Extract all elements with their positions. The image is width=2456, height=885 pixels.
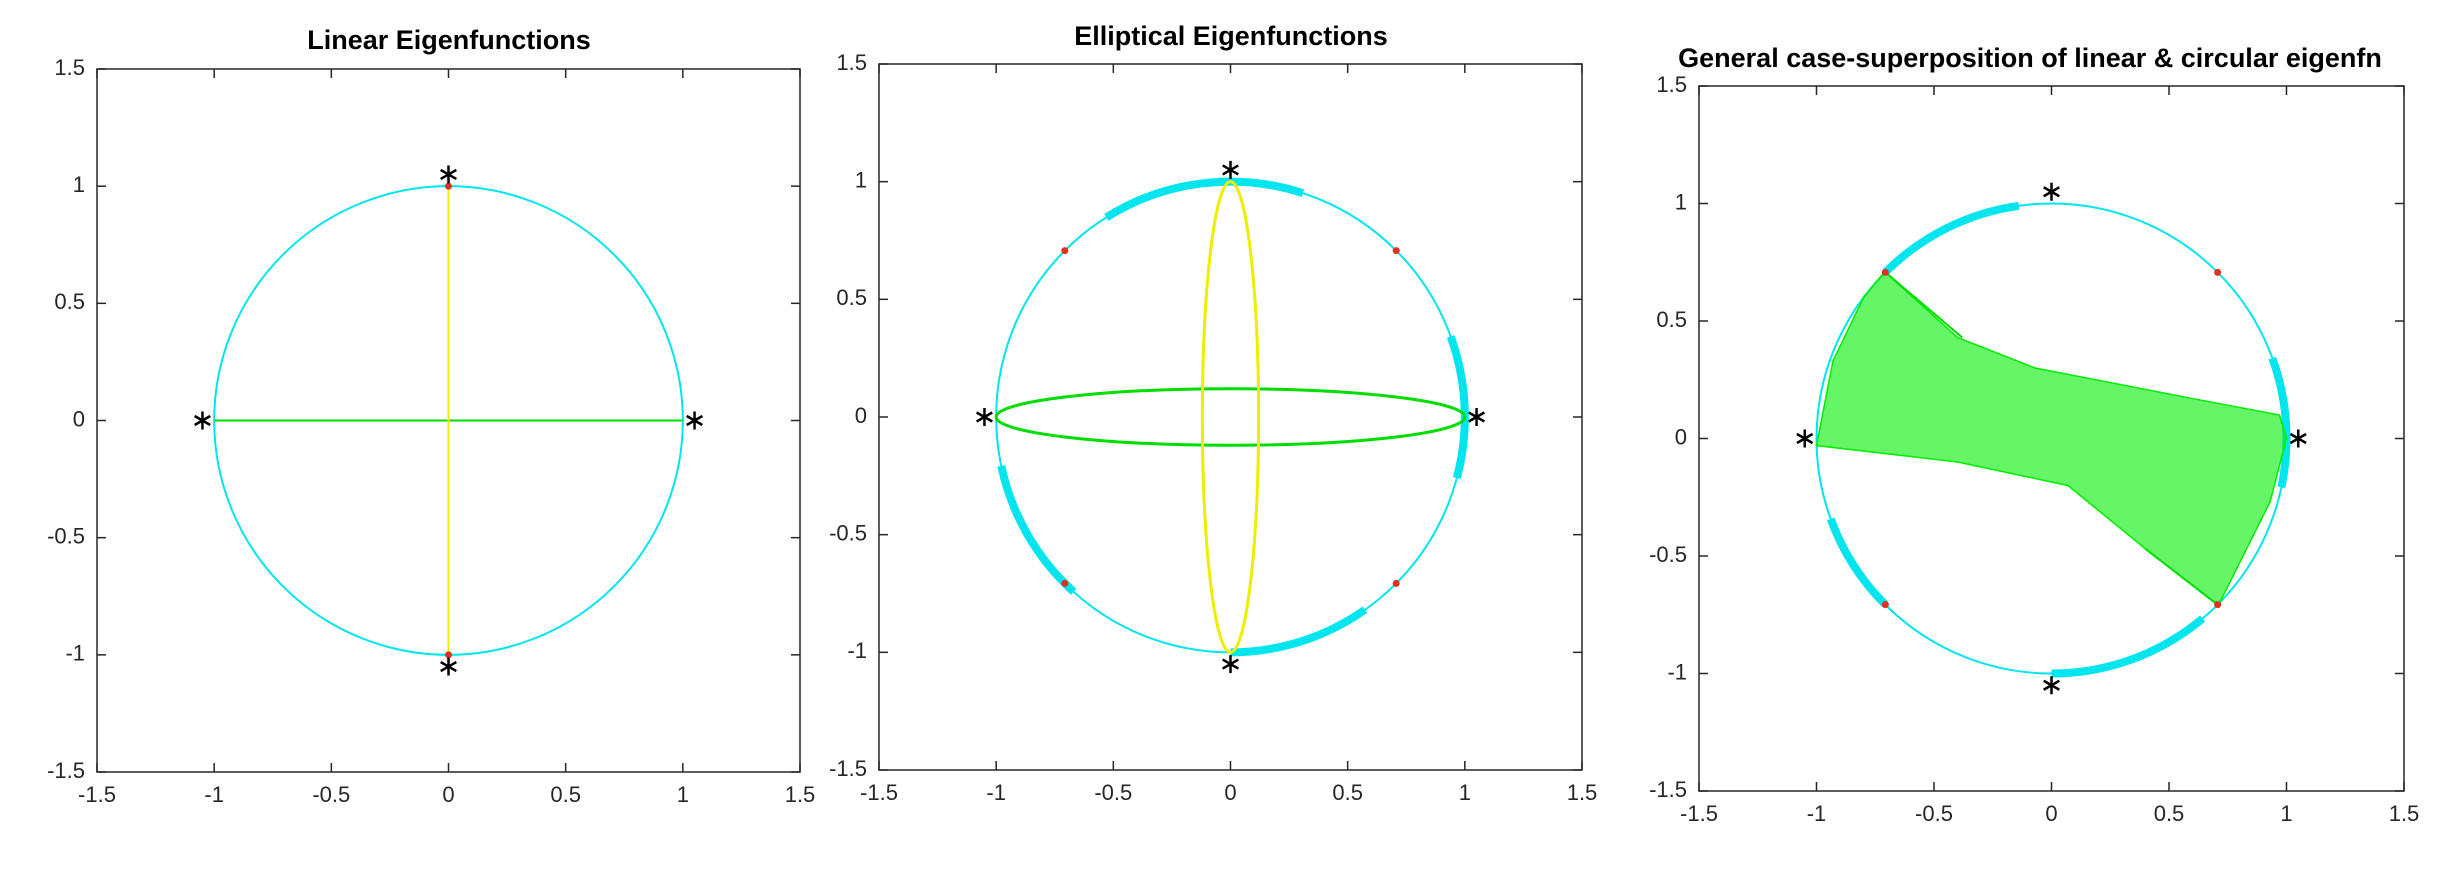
asterisk-stroke (686, 414, 704, 427)
red-dot (2214, 601, 2222, 609)
x-tick-label: -1 (204, 782, 224, 807)
asterisk-stroke (975, 411, 993, 423)
eigen-line (2144, 548, 2219, 607)
eigen-ellipse (1200, 180, 1261, 654)
red-dot (445, 182, 452, 190)
thick-arc (2268, 356, 2291, 489)
x-tick-label: -0.5 (1094, 780, 1132, 805)
chart-title: Elliptical Eigenfunctions (1074, 21, 1388, 51)
asterisk-marker (440, 657, 457, 676)
x-tick-label: -1.5 (860, 780, 898, 805)
asterisk-marker (2043, 182, 2060, 201)
asterisk-marker (2289, 429, 2307, 448)
x-tick-label: -1.5 (1680, 801, 1718, 826)
x-tick-label: -0.5 (1915, 801, 1953, 826)
chart-title: General case-superposition of linear & c… (1678, 43, 2382, 73)
y-tick-label: -0.5 (1649, 542, 1687, 567)
asterisk-stroke (1796, 432, 1814, 445)
asterisk-marker (1222, 655, 1239, 674)
x-tick-label: -0.5 (312, 782, 350, 807)
eigen-ellipse (994, 387, 1467, 447)
asterisk-marker (1468, 408, 1486, 426)
y-tick-label: -1.5 (47, 758, 85, 783)
y-tick-label: 1.5 (836, 50, 867, 75)
y-tick-label: -1 (847, 638, 867, 663)
asterisk-stroke (2043, 186, 2060, 198)
red-dot (2214, 268, 2222, 276)
asterisk-marker (1222, 160, 1239, 179)
x-tick-label: 0 (2045, 801, 2057, 826)
x-tick-label: -1.5 (78, 782, 116, 807)
thick-arc (1104, 177, 1305, 221)
red-dot (1881, 268, 1889, 276)
x-tick-label: 0.5 (550, 782, 581, 807)
thick-arc (1826, 517, 1889, 608)
x-tick-label: -1 (986, 780, 1006, 805)
y-tick-label: 0.5 (54, 289, 85, 314)
y-tick-label: 0 (73, 406, 85, 431)
y-tick-label: -1.5 (1649, 777, 1687, 802)
thick-arc (1882, 201, 2020, 276)
asterisk-stroke (1222, 658, 1239, 670)
asterisk-marker (1796, 429, 1814, 448)
asterisk-stroke (440, 168, 457, 181)
y-tick-label: 0.5 (836, 285, 867, 310)
x-tick-label: 0 (1224, 780, 1236, 805)
chart-title: Linear Eigenfunctions (307, 25, 591, 55)
y-tick-label: 0 (1675, 424, 1687, 449)
y-tick-label: -1 (1667, 659, 1687, 684)
x-tick-label: 0 (442, 782, 454, 807)
asterisk-marker (975, 408, 993, 426)
thick-arc (2051, 615, 2206, 678)
x-tick-label: 1 (677, 782, 689, 807)
x-tick-label: 1 (1459, 780, 1471, 805)
y-tick-label: 1.5 (54, 55, 85, 80)
x-tick-label: 0.5 (2154, 801, 2185, 826)
asterisk-stroke (1222, 164, 1239, 176)
subplot: -1.5 -1 -0.5 0 0.5 1 1.5 -1.5 -1 -0.5 0 0.5 1 1.5 Line… (47, 25, 815, 807)
x-tick-label: -1 (1807, 801, 1827, 826)
y-tick-label: 1 (855, 167, 867, 192)
red-dot (1061, 247, 1069, 255)
y-tick-label: 1 (1675, 189, 1687, 214)
red-dot (1881, 601, 1889, 609)
y-tick-label: 0.5 (1656, 307, 1687, 332)
red-dot (1392, 579, 1400, 587)
subplot: -1.5 -1 -0.5 0 0.5 1 1.5 -1.5 -1 -0.5 0 0.5 1 1.5 Elli… (829, 21, 1597, 805)
asterisk-stroke (440, 660, 457, 673)
asterisk-stroke (2289, 432, 2307, 445)
x-tick-label: 1.5 (1567, 780, 1598, 805)
x-tick-label: 0.5 (1332, 780, 1363, 805)
x-tick-label: 1 (2280, 801, 2292, 826)
y-tick-label: 1 (73, 172, 85, 197)
y-tick-label: -0.5 (47, 523, 85, 548)
x-tick-label: 1.5 (785, 782, 816, 807)
y-tick-label: -0.5 (829, 520, 867, 545)
thick-arc (997, 465, 1077, 595)
red-dot (445, 651, 452, 659)
asterisk-stroke (1468, 411, 1486, 423)
x-tick-label: 1.5 (2389, 801, 2420, 826)
red-dot (1392, 247, 1400, 255)
y-tick-label: 1.5 (1656, 72, 1687, 97)
y-tick-label: -1.5 (829, 756, 867, 781)
asterisk-stroke (193, 414, 211, 427)
asterisk-stroke (2043, 679, 2060, 691)
thick-arc (1446, 335, 1469, 479)
asterisk-marker (440, 165, 457, 184)
y-tick-label: -1 (65, 641, 85, 666)
red-dot (1061, 579, 1069, 587)
eigen-line (1884, 270, 1963, 339)
asterisk-marker (686, 411, 704, 430)
y-tick-label: 0 (855, 403, 867, 428)
thick-arc (1230, 606, 1368, 657)
subplot: -1.5 -1 -0.5 0 0.5 1 1.5-1.5-1-0.500.511.5Gene… (1649, 43, 2419, 826)
asterisk-marker (2043, 676, 2060, 695)
asterisk-marker (193, 411, 211, 430)
